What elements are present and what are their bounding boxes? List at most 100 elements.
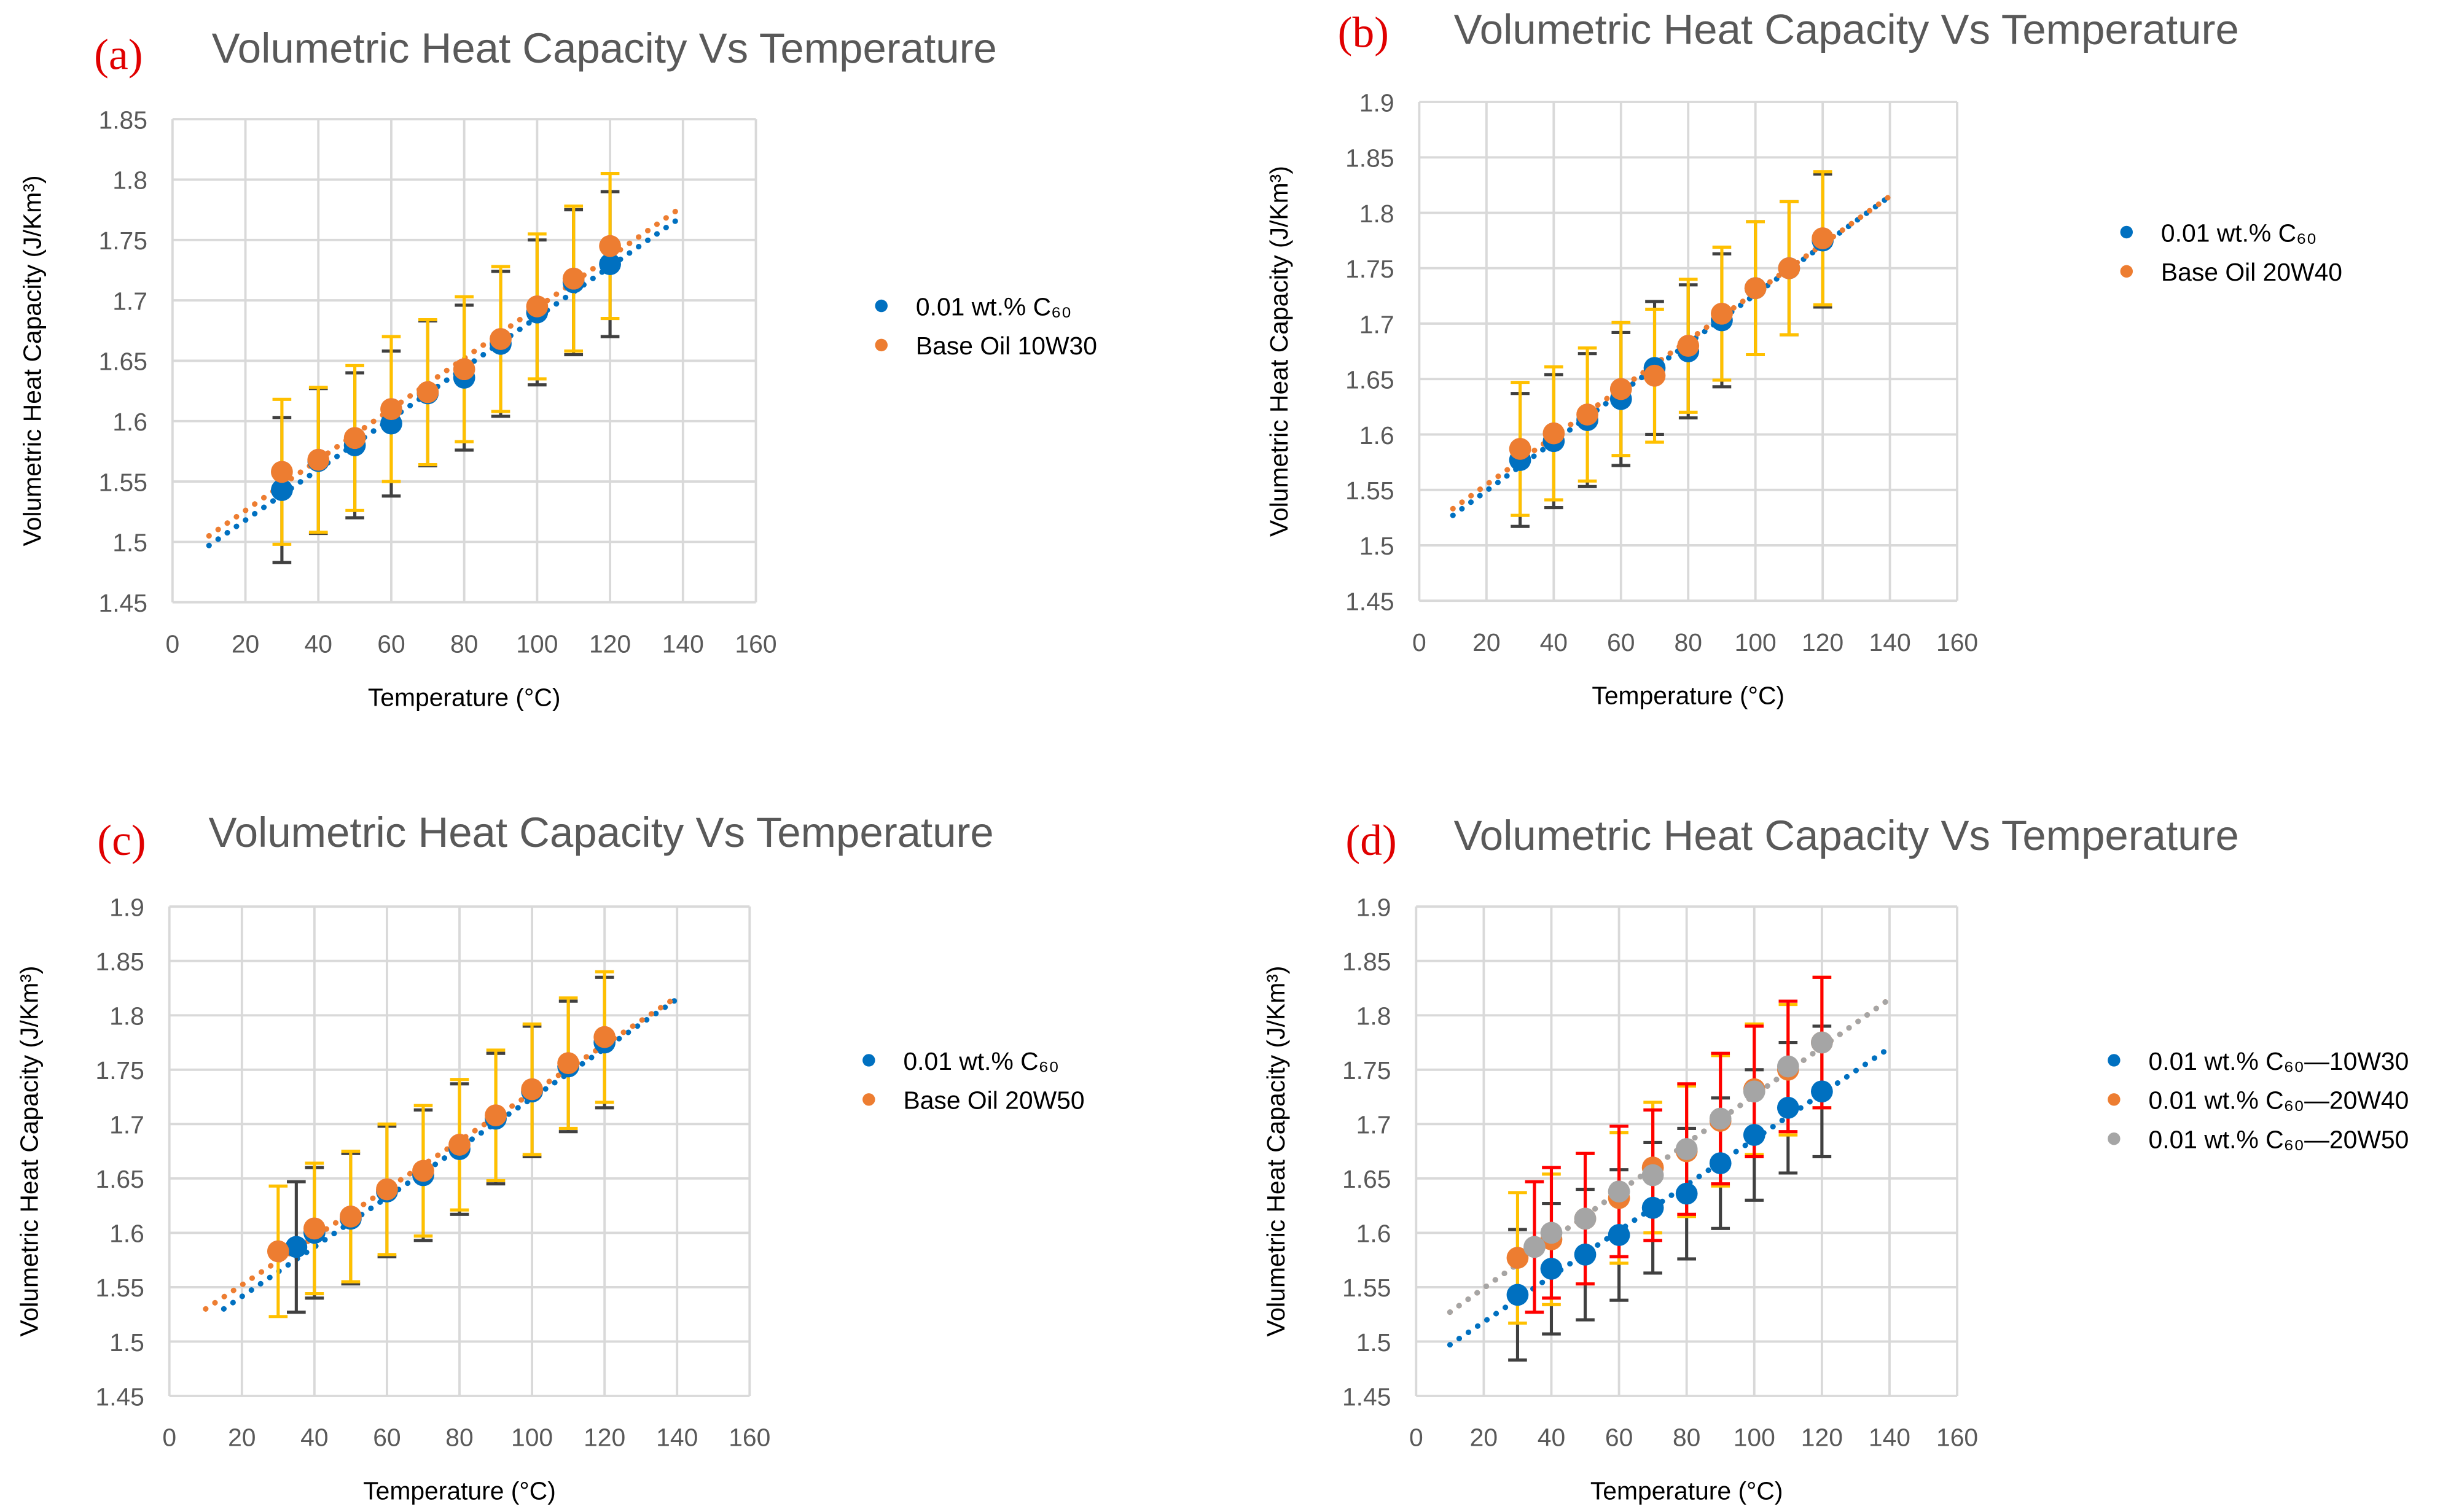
data-point [271, 478, 293, 501]
panel-label: (c) [97, 816, 146, 865]
data-point [1709, 1152, 1732, 1174]
data-point [1542, 422, 1565, 445]
data-point [1576, 403, 1598, 426]
legend-marker-icon [875, 338, 888, 352]
y-tick-label: 1.8 [1356, 1002, 1391, 1031]
data-point [1509, 438, 1531, 460]
y-tick-label: 1.45 [1342, 1382, 1391, 1411]
data-point [485, 1104, 507, 1127]
x-tick-label: 140 [656, 1424, 698, 1452]
x-tick-label: 0 [165, 629, 179, 658]
y-tick-label: 1.6 [1359, 421, 1394, 450]
chart-title: Volumetric Heat Capacity Vs Temperature [212, 25, 997, 72]
x-tick-label: 20 [232, 629, 259, 658]
data-point [490, 328, 512, 350]
data-point [1778, 257, 1800, 279]
y-tick-label: 1.7 [1359, 310, 1394, 338]
x-tick-label: 140 [1869, 1424, 1910, 1452]
x-tick-label: 120 [1801, 1424, 1843, 1452]
x-tick-label: 140 [662, 629, 704, 658]
x-tick-label: 120 [589, 629, 631, 658]
y-tick-label: 1.45 [95, 1382, 144, 1411]
y-tick-label: 1.65 [1345, 366, 1394, 394]
y-tick-label: 1.8 [112, 166, 147, 195]
chart-panel-b: 0 20 40 60 80 100 120 140 160 1.45 1.5 1.55 1.6 1.65 1… [1265, 6, 2342, 709]
data-point [521, 1078, 543, 1101]
y-tick-label: 1.9 [109, 893, 144, 921]
x-tick-label: 160 [735, 629, 776, 658]
y-tick-label: 1.5 [112, 529, 147, 557]
data-point [1744, 277, 1767, 300]
data-point [1540, 1222, 1563, 1244]
data-point [1812, 227, 1834, 249]
y-tick-label: 1.8 [109, 1002, 144, 1031]
legend-item: 0.01 wt.% C₆₀—20W40 [2108, 1086, 2409, 1115]
data-point [599, 253, 621, 275]
data-point [1540, 1257, 1563, 1280]
x-tick-label: 140 [1869, 628, 1911, 657]
data-point [340, 1205, 362, 1228]
data-point [562, 267, 585, 290]
data-point [1743, 1124, 1765, 1146]
chart-panel-a: 0 20 40 60 80 100 120 140 160 1.45 1.5 1.55 1.6 1.65 1… [18, 25, 1097, 711]
data-point [1811, 1031, 1833, 1054]
data-point [593, 1026, 616, 1048]
panel-label: (a) [94, 30, 143, 79]
chart-panel-d: 0 20 40 60 80 100 120 140 160 1.45 1.5 1.55 1.6 1.65 1… [1262, 812, 2409, 1505]
y-tick-label: 1.75 [98, 227, 147, 255]
legend-marker-icon [862, 1093, 875, 1106]
legend: 0.01 wt.% C₆₀ Base Oil 10W30 [875, 292, 1097, 360]
x-tick-label: 80 [1673, 1424, 1700, 1452]
x-axis-label: Temperature (°C) [368, 683, 561, 711]
y-tick-label: 1.5 [109, 1328, 144, 1357]
y-tick-label: 1.6 [112, 408, 147, 436]
legend: 0.01 wt.% C₆₀ Base Oil 20W50 [862, 1047, 1085, 1115]
data-point [1711, 302, 1733, 325]
legend-label: 0.01 wt.% C₆₀ [916, 292, 1072, 321]
legend-marker-icon [2108, 1054, 2121, 1067]
x-tick-label: 160 [1936, 628, 1978, 657]
legend-label: 0.01 wt.% C₆₀ [903, 1047, 1059, 1075]
legend-item: 0.01 wt.% C₆₀ [862, 1047, 1059, 1075]
legend-marker-icon [2120, 225, 2133, 239]
x-tick-label: 40 [1538, 1424, 1565, 1452]
chart-panel-c: 0 20 40 60 80 100 120 140 160 1.45 1.5 1.55 1.6 1.65 1… [15, 809, 1084, 1505]
data-point [1743, 1080, 1765, 1103]
x-tick-label: 60 [373, 1424, 401, 1452]
legend-marker-icon [2120, 265, 2133, 278]
y-tick-label: 1.8 [1359, 200, 1394, 228]
x-tick-label: 40 [305, 629, 332, 658]
data-point [267, 1240, 289, 1263]
legend-label: 0.01 wt.% C₆₀—10W30 [2149, 1047, 2409, 1075]
y-axis-label: Volumetric Heat Capacity (J/Km³) [1262, 966, 1290, 1337]
x-tick-label: 80 [450, 629, 478, 658]
data-point [376, 1178, 398, 1201]
y-tick-label: 1.7 [112, 287, 147, 315]
x-axis-label: Temperature (°C) [1590, 1477, 1783, 1505]
y-tick-label: 1.7 [109, 1111, 144, 1139]
y-tick-label: 1.65 [95, 1165, 144, 1193]
data-point [416, 381, 439, 403]
panel-label: (d) [1345, 816, 1396, 865]
x-tick-label: 100 [516, 629, 558, 658]
data-point [448, 1134, 471, 1156]
data-point [412, 1159, 434, 1182]
data-point [453, 358, 475, 381]
legend: 0.01 wt.% C₆₀—10W30 0.01 wt.% C₆₀—20W40 0.… [2108, 1047, 2409, 1153]
legend-label: Base Oil 20W50 [903, 1086, 1084, 1115]
x-tick-label: 60 [1605, 1424, 1633, 1452]
x-tick-label: 20 [1470, 1424, 1498, 1452]
x-tick-label: 80 [1675, 628, 1702, 657]
data-point [343, 427, 366, 450]
y-tick-label: 1.85 [1345, 144, 1394, 173]
data-point [1641, 1164, 1664, 1187]
y-tick-label: 1.55 [98, 468, 147, 496]
x-tick-label: 60 [1607, 628, 1635, 657]
data-point [307, 448, 330, 471]
legend-label: Base Oil 20W40 [2161, 258, 2342, 286]
legend-item: 0.01 wt.% C₆₀ [2120, 219, 2317, 247]
data-point [1675, 1182, 1698, 1205]
legend-marker-icon [2108, 1132, 2121, 1145]
data-point [285, 1236, 308, 1258]
y-axis-label: Volumetric Heat Capacity (J/Km³) [1265, 166, 1293, 537]
